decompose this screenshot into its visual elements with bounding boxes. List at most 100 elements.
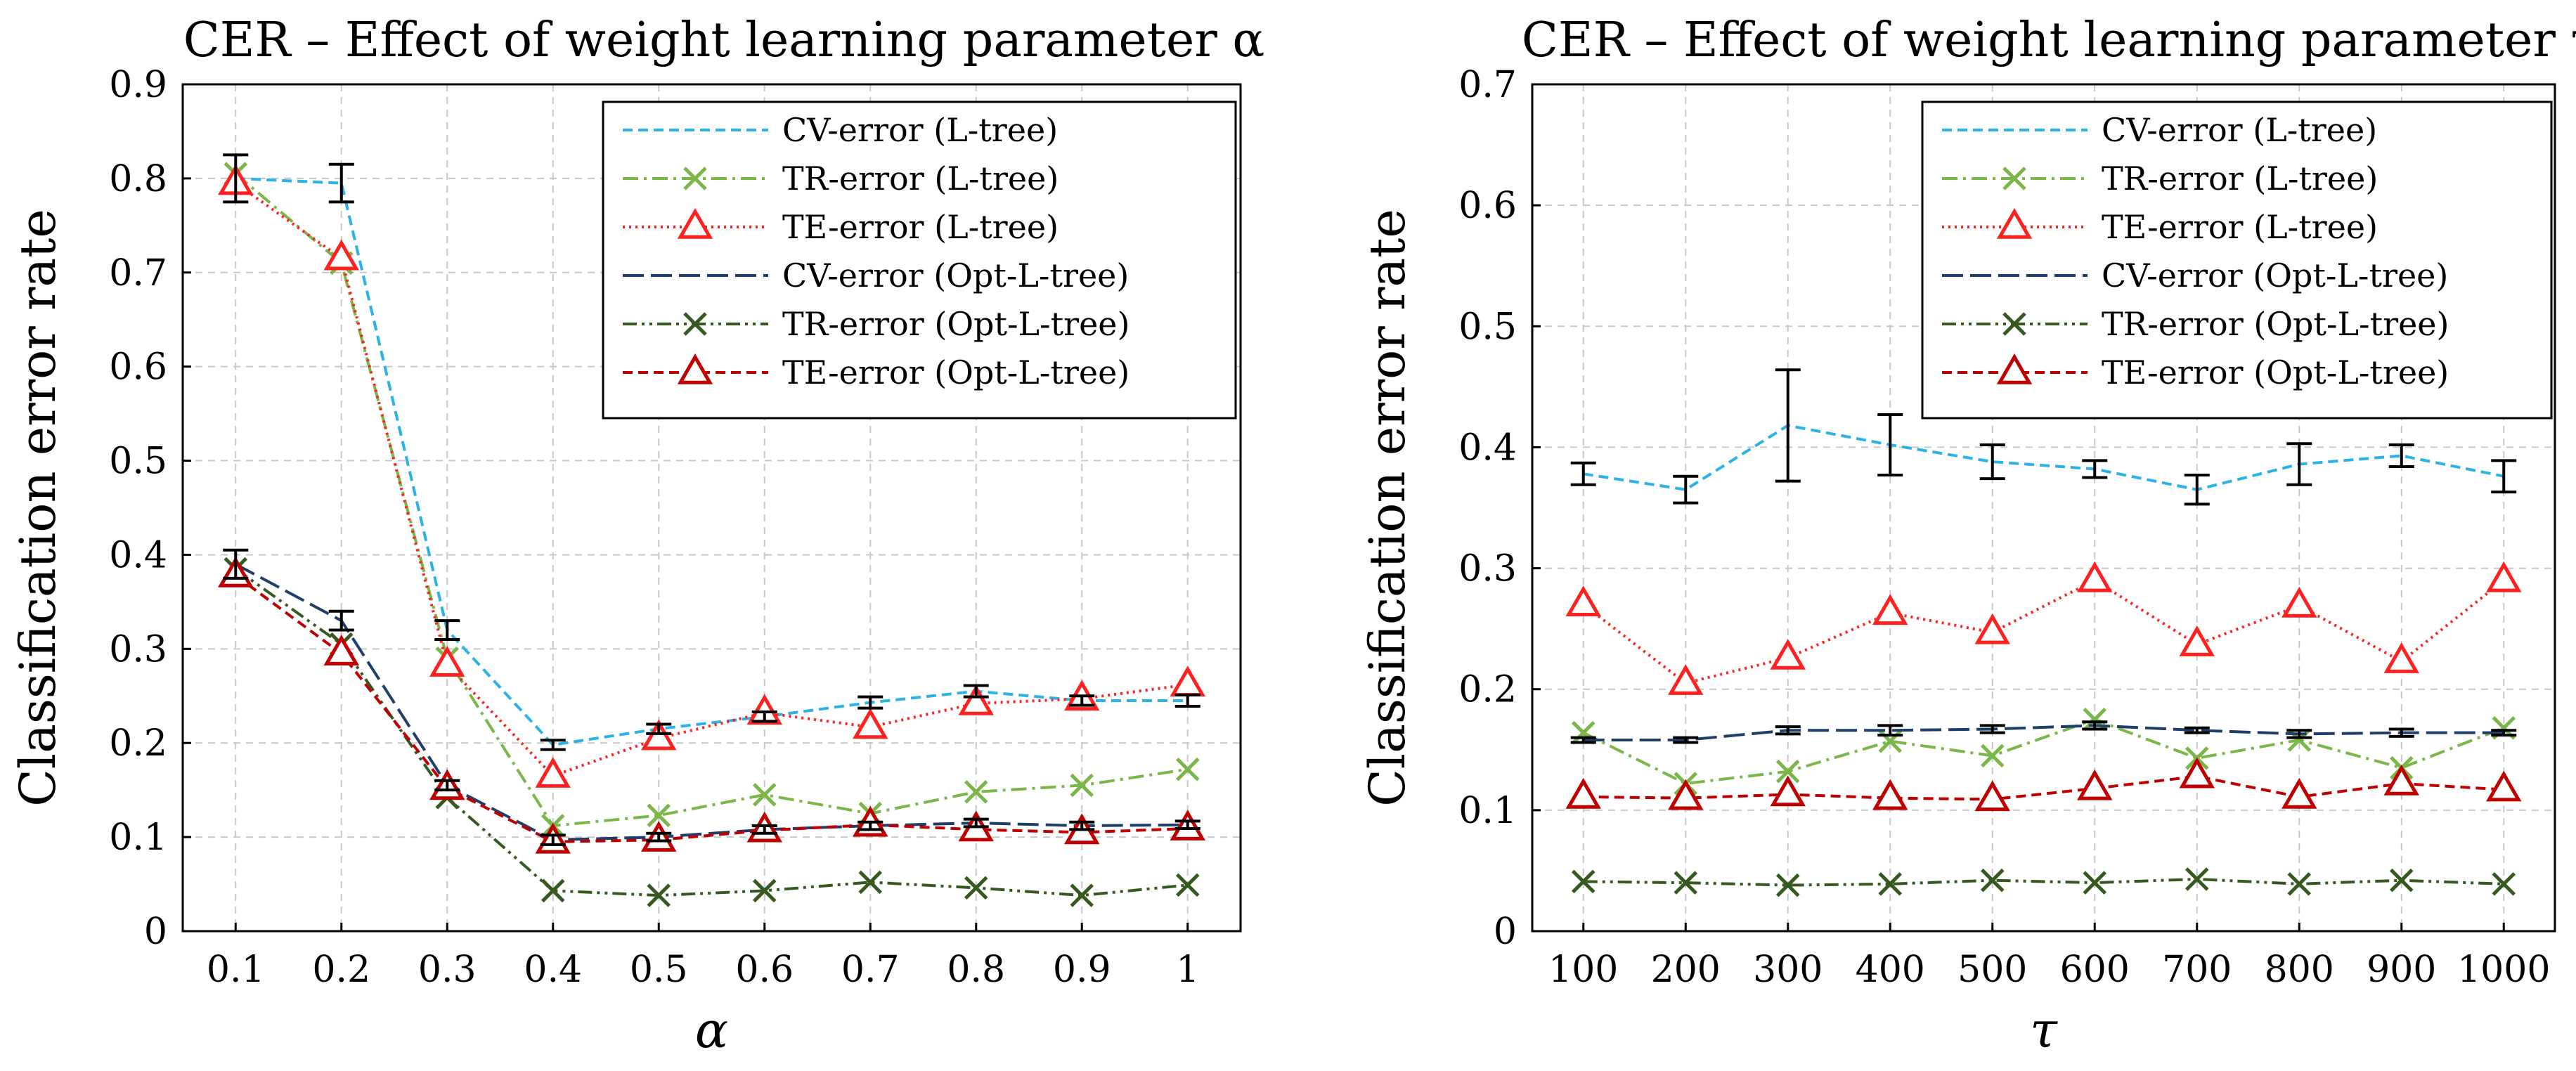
x-tick-label: 1 — [1176, 949, 1199, 991]
x-axis-label: α — [695, 1001, 728, 1059]
data-point — [2179, 625, 2215, 656]
data-point-stroke-b — [2389, 868, 2414, 892]
data-point — [2287, 872, 2312, 896]
data-point — [752, 783, 777, 807]
series-line — [1582, 718, 2504, 786]
data-point — [1980, 744, 2005, 768]
y-axis: 0 0.1 0.2 0.3 0.4 0.5 0.6 0.7 — [1458, 64, 1541, 953]
x-axis: 0.1 0.2 0.3 0.4 0.5 0.6 0.7 0.8 0.9 1 — [207, 923, 1199, 991]
data-point — [541, 878, 565, 903]
legend-label: CV-error (L-tree) — [2102, 111, 2377, 149]
data-point-stroke-b — [1674, 871, 1698, 895]
data-point — [1878, 872, 1903, 896]
data-point — [1565, 777, 1601, 809]
y-axis: 0 0.1 0.2 0.3 0.4 0.5 0.6 0.7 0.8 0.9 — [109, 64, 191, 953]
y-axis-label: Classification error rate — [1359, 209, 1416, 807]
data-point — [323, 635, 359, 666]
legend-label: TE-error (Opt-L-tree) — [2102, 353, 2449, 391]
legend-marker — [677, 353, 713, 384]
legend-marker — [2002, 312, 2026, 336]
series-line — [235, 563, 1188, 842]
data-point-stroke-b — [964, 780, 988, 804]
x-tick-label: 0.6 — [735, 949, 794, 991]
y-tick-label: 0.1 — [109, 817, 167, 859]
data-point — [1770, 775, 1806, 807]
data-point — [1775, 760, 1800, 784]
series-4 — [235, 563, 1188, 842]
y-tick-label: 0.6 — [109, 346, 167, 389]
data-point — [2383, 764, 2419, 796]
series-line — [235, 176, 1188, 747]
data-point — [641, 719, 677, 751]
data-point — [2083, 871, 2107, 895]
legend-label: CV-error (Opt-L-tree) — [2102, 257, 2448, 294]
y-tick-label: 0.5 — [1458, 306, 1517, 348]
legend-item: TR-error (L-tree) — [1942, 160, 2378, 197]
data-point-stroke-b — [2287, 872, 2312, 896]
legend: CV-error (L-tree) TR-error (L-tree) TE-err… — [602, 100, 1237, 420]
y-tick-label: 0.9 — [109, 64, 167, 106]
series-3 — [218, 164, 1205, 788]
chart-title: CER – Effect of weight learning paramete… — [183, 13, 1264, 68]
x-tick-label: 1000 — [2457, 949, 2550, 991]
data-point-stroke-b — [1571, 869, 1596, 894]
x-tick-label: 0.5 — [630, 949, 688, 991]
data-point — [1070, 773, 1094, 798]
data-point — [1668, 779, 1704, 810]
data-point — [2486, 770, 2522, 802]
legend-item: TR-error (L-tree) — [623, 160, 1059, 197]
legend-marker — [1996, 207, 2033, 239]
error-bars-4 — [1570, 720, 2517, 744]
data-point — [1872, 594, 1908, 625]
data-point-stroke-b — [1980, 868, 2005, 892]
data-point — [1770, 638, 1806, 670]
data-point-stroke-b — [1775, 873, 1800, 897]
series-line — [235, 567, 1188, 897]
data-point — [647, 883, 671, 907]
y-axis-label: Classification error rate — [9, 209, 67, 807]
chart-1: CER – Effect of weight learning paramete… — [9, 13, 1264, 1059]
data-point — [1674, 871, 1698, 895]
legend-box — [602, 100, 1237, 420]
data-point — [1980, 868, 2005, 892]
legend-label: TE-error (L-tree) — [782, 208, 1059, 246]
series-line — [1583, 724, 2504, 742]
data-point — [2185, 867, 2209, 891]
series-6 — [1565, 757, 2522, 812]
legend-item: CV-error (L-tree) — [623, 111, 1058, 149]
data-point — [1775, 873, 1800, 897]
data-point-stroke-b — [1070, 883, 1094, 907]
plot-frame — [1531, 83, 2556, 933]
x-tick-label: 0.4 — [524, 949, 582, 991]
legend-item: TR-error (Opt-L-tree) — [623, 305, 1130, 343]
x-axis: 100 200 300 400 500 600 700 800 900 1000 — [1548, 923, 2550, 991]
data-point — [1170, 666, 1205, 697]
y-tick-label: 0 — [1494, 911, 1517, 953]
y-tick-label: 0.7 — [109, 252, 167, 294]
legend: CV-error (L-tree) TR-error (L-tree) TE-err… — [1921, 100, 2553, 420]
series-1 — [235, 176, 1188, 747]
data-point-stroke-b — [1980, 744, 2005, 768]
y-tick-label: 0.7 — [1458, 64, 1517, 106]
legend-label: TR-error (Opt-L-tree) — [2102, 305, 2449, 343]
legend-marker — [683, 167, 707, 190]
data-point — [2077, 561, 2113, 592]
data-point — [746, 694, 782, 725]
data-point — [958, 684, 994, 715]
data-point-stroke-b — [752, 783, 777, 807]
y-tick-label: 0.8 — [109, 158, 167, 200]
y-tick-label: 0.3 — [109, 628, 167, 670]
x-tick-label: 400 — [1856, 949, 1925, 991]
data-point-stroke-b — [1175, 873, 1200, 897]
data-point — [429, 646, 465, 677]
x-tick-label: 500 — [1957, 949, 2027, 991]
data-point-stroke-b — [541, 878, 565, 903]
legend-item: TE-error (L-tree) — [623, 207, 1059, 246]
series-1 — [1583, 424, 2504, 491]
y-tick-label: 0.1 — [1458, 790, 1517, 832]
x-tick-label: 600 — [2060, 949, 2130, 991]
data-point — [1974, 613, 2010, 644]
chart-title: CER – Effect of weight learning paramete… — [1522, 13, 2576, 68]
data-point — [2383, 642, 2419, 673]
